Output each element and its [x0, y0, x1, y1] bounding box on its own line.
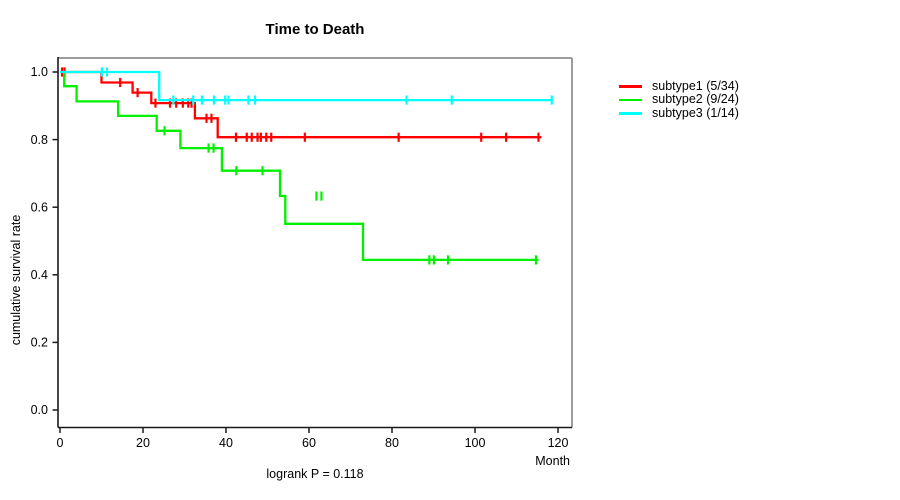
legend-label-subtype2: subtype2 (9/24) — [652, 92, 739, 107]
y-tick-label: 0.2 — [31, 336, 48, 350]
x-tick-label: 0 — [57, 436, 64, 450]
x-tick-label: 20 — [136, 436, 150, 450]
legend-item-subtype3: subtype3 (1/14) — [619, 105, 739, 120]
y-tick-label: 0.8 — [31, 133, 48, 147]
x-tick-label: 120 — [548, 436, 569, 450]
logrank-pvalue-text: logrank P = 0.118 — [266, 467, 364, 481]
y-axis-title: cumulative survival rate — [9, 214, 23, 346]
subtype3-line-swatch — [619, 112, 642, 115]
x-tick-label: 100 — [465, 436, 486, 450]
subtype1-line-swatch — [619, 85, 642, 88]
subtype3-curve — [60, 70, 552, 102]
x-axis-unit-label: Month — [535, 454, 570, 468]
x-tick-label: 40 — [219, 436, 233, 450]
legend: subtype1 (5/34) subtype2 (9/24) subtype3… — [619, 79, 739, 120]
x-tick-label: 60 — [302, 436, 316, 450]
x-tick-label: 80 — [385, 436, 399, 450]
chart-title: Time to Death — [265, 21, 365, 38]
legend-label-subtype1: subtype1 (5/34) — [652, 79, 739, 93]
legend-item-subtype2: subtype2 (9/24) — [619, 92, 739, 107]
y-tick-label: 0.6 — [31, 200, 48, 214]
y-tick-label: 0.4 — [31, 268, 48, 282]
y-tick-label: 0.0 — [31, 403, 48, 417]
subtype1-curve — [60, 70, 542, 139]
y-tick-label: 1.0 — [31, 65, 48, 79]
subtype2-curve — [60, 70, 539, 262]
legend-item-subtype1: subtype1 (5/34) — [619, 79, 739, 93]
subtype2-line-swatch — [619, 98, 642, 102]
legend-label-subtype3: subtype3 (1/14) — [652, 105, 739, 120]
